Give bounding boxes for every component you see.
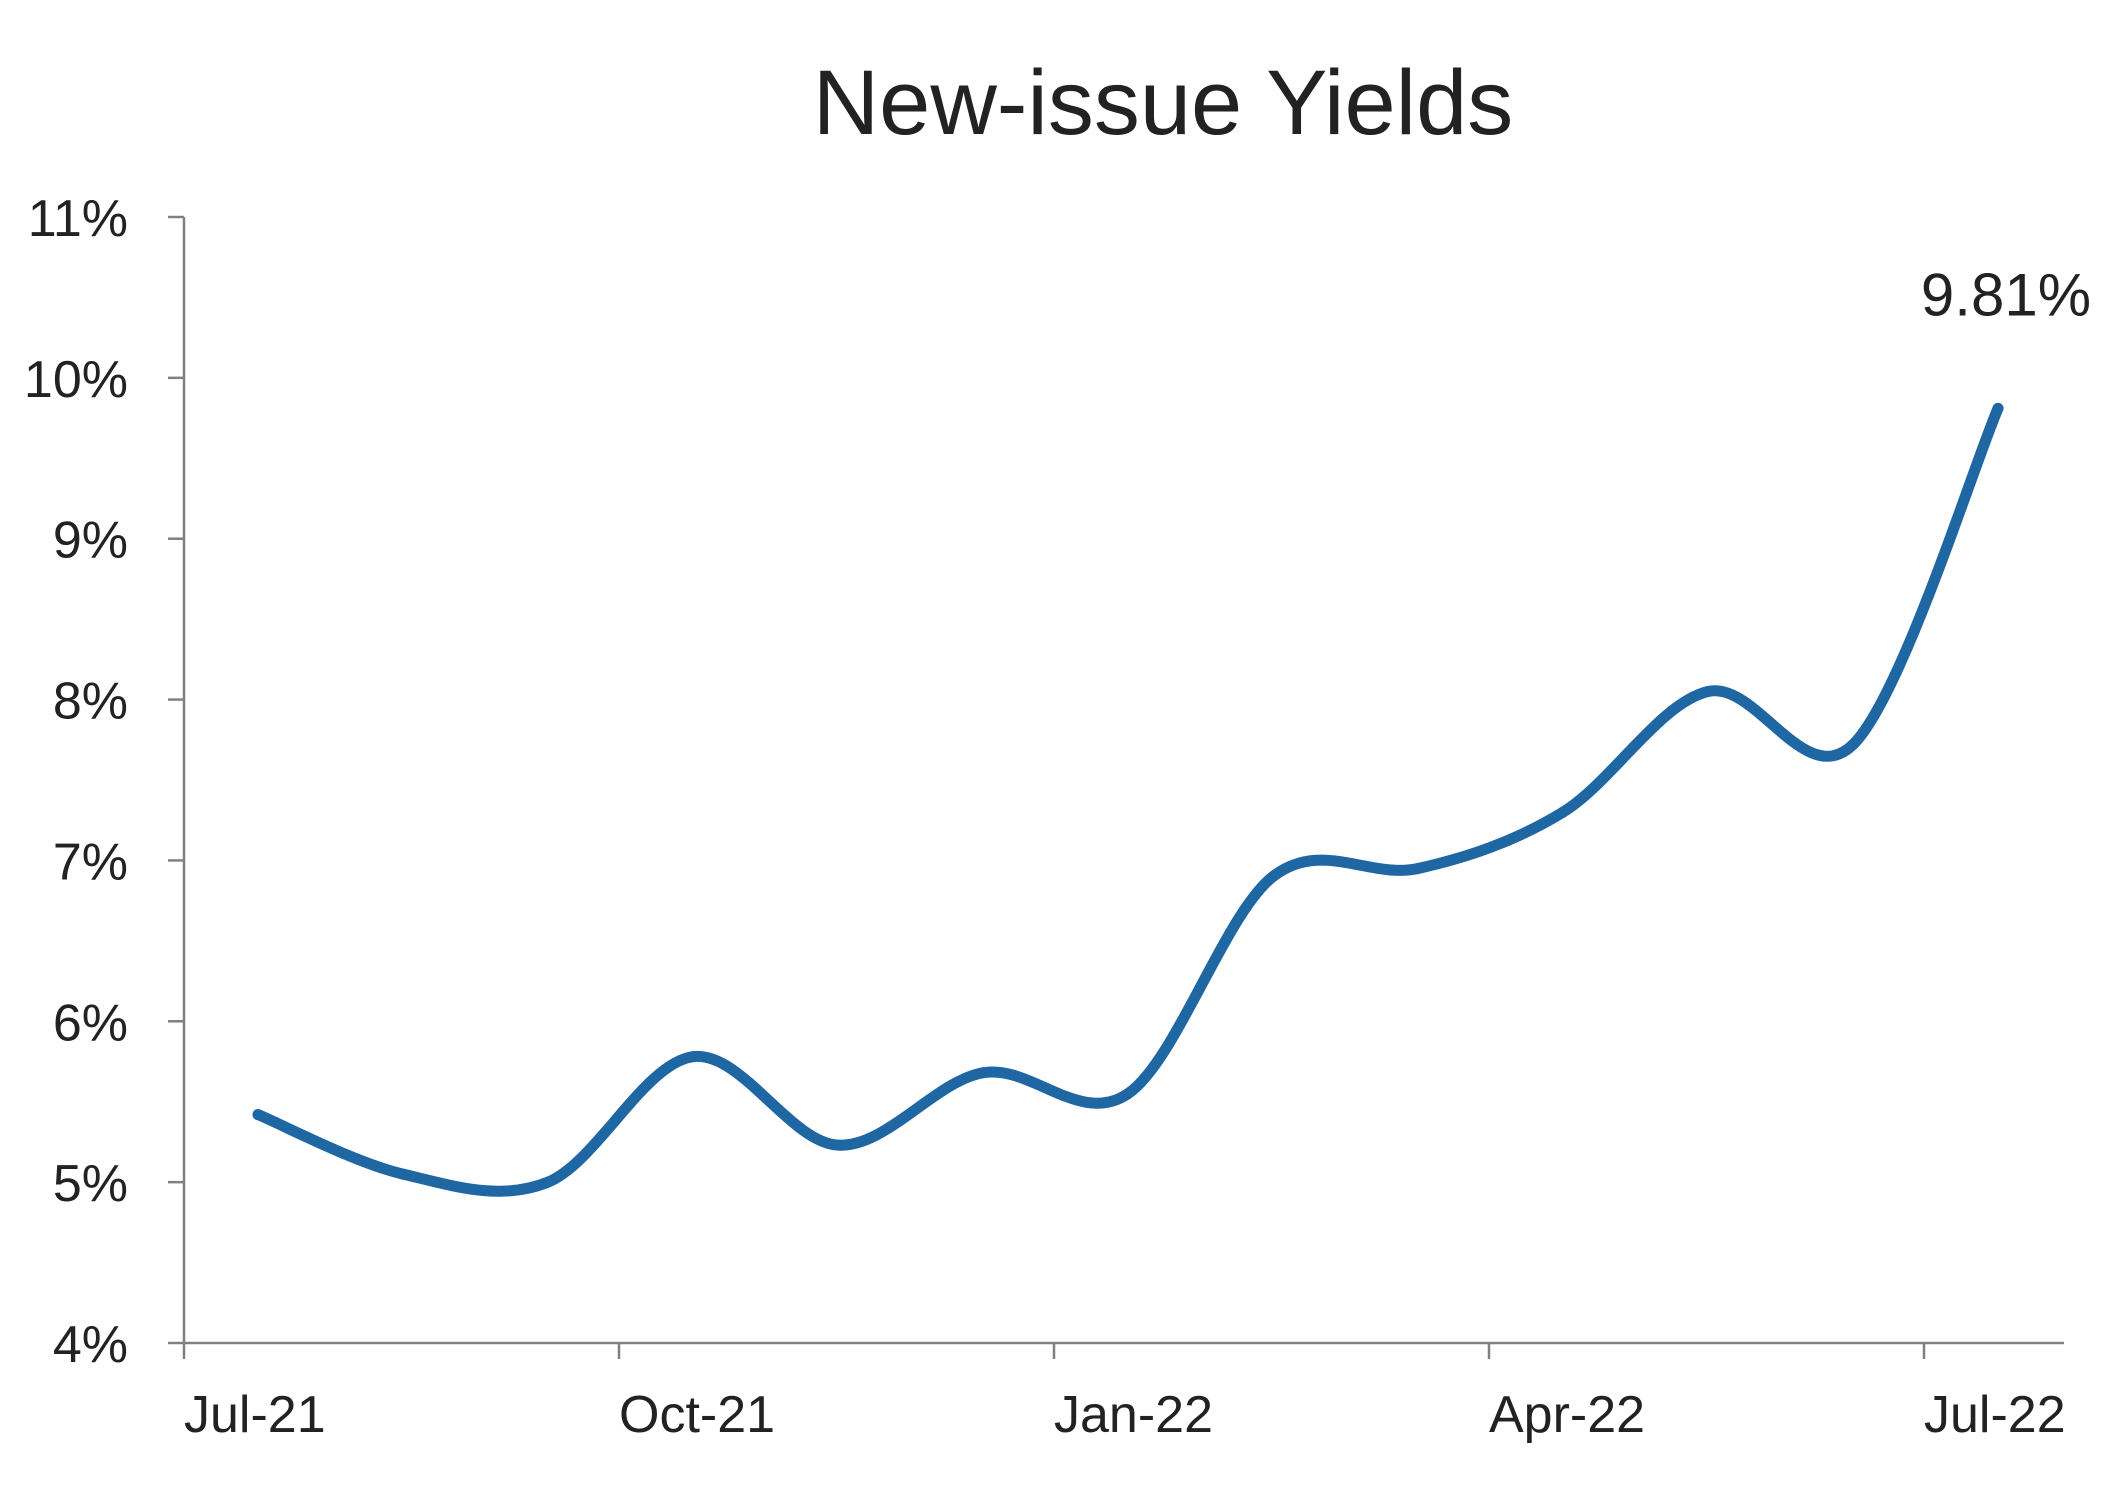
y-tick-label: 10% [24,351,128,409]
data-point [1557,806,1569,818]
x-tick-label: Jul-21 [184,1386,326,1444]
y-tick-label: 7% [53,833,128,891]
data-point [1412,862,1424,874]
data-point [832,1139,844,1151]
y-tick-label: 4% [53,1316,128,1374]
chart-title: New-issue Yields [813,52,1514,154]
data-point [1847,739,1859,751]
data-label-last-value: 9.81% [1921,261,2091,328]
data-point [1992,402,2004,414]
y-tick-label: 5% [53,1155,128,1213]
data-point [252,1109,264,1121]
x-tick-label: Apr-22 [1489,1386,1645,1444]
data-point [977,1067,989,1079]
y-tick-label: 9% [53,512,128,570]
data-point [1267,871,1279,883]
x-tick-label: Jul-22 [1924,1386,2066,1444]
x-axis-ticks: Jul-21 Oct-21 Jan-22 Apr-22 Jul-22 [182,1343,2066,1444]
data-point [687,1051,699,1063]
series-group [252,402,2004,1197]
y-tick-label: 8% [53,673,128,731]
series-line-new-issue-yields [252,402,2004,1197]
y-axis-ticks: 4% 5% 6% 7% 8% 9% 10% 11% [24,190,184,1374]
y-tick-label: 11% [28,190,128,248]
data-point [1122,1088,1134,1100]
x-tick-label: Jan-22 [1054,1386,1213,1444]
data-point [542,1176,554,1188]
data-point [397,1168,409,1180]
y-tick-label: 6% [53,994,128,1052]
data-point [1702,686,1714,698]
x-tick-label: Oct-21 [619,1386,775,1444]
axes [182,217,2064,1345]
annotations: 9.81% [1921,261,2091,328]
